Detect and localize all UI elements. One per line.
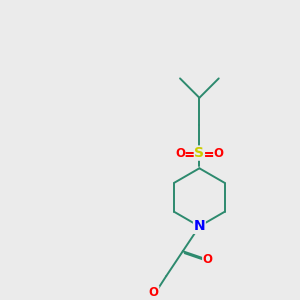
- Text: S: S: [194, 146, 204, 160]
- Text: N: N: [194, 219, 205, 233]
- Text: O: O: [175, 147, 185, 160]
- Text: O: O: [203, 253, 213, 266]
- Text: O: O: [149, 286, 159, 299]
- Text: O: O: [214, 147, 224, 160]
